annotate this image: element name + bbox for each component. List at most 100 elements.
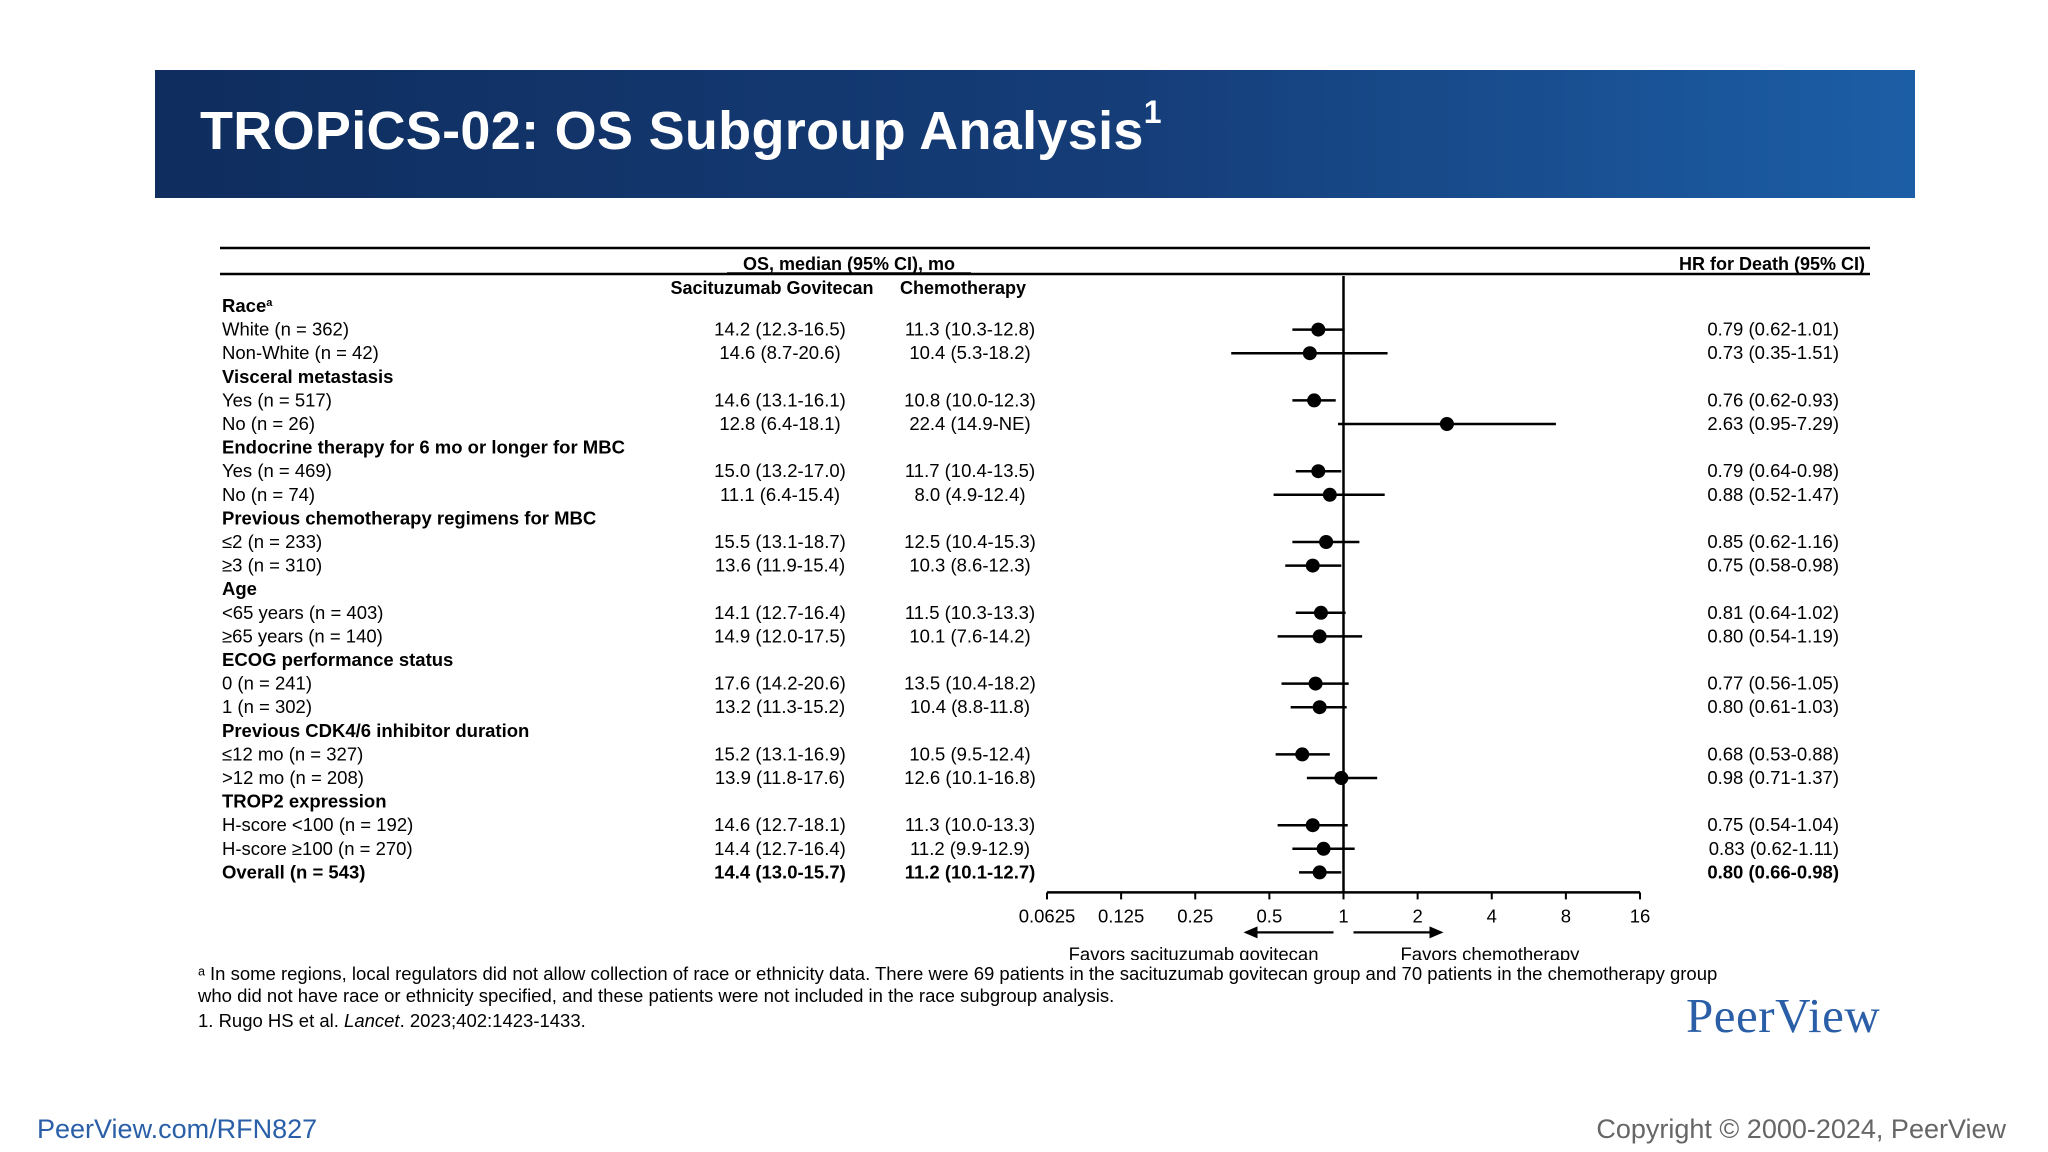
reference-journal: Lancet: [344, 1010, 400, 1031]
hr-point: [1313, 605, 1328, 620]
hr-cell: 2.63 (0.95-7.29): [1707, 413, 1839, 434]
hr-point: [1308, 676, 1323, 691]
title-banner: TROPiCS-02: OS Subgroup Analysis1: [155, 70, 1915, 198]
subgroup-label: H-score ≥100 (n = 270): [222, 838, 413, 859]
chemo-median-cell: 11.5 (10.3-13.3): [905, 602, 1035, 623]
subgroup-label: White (n = 362): [222, 319, 349, 340]
sg-median-cell: 14.6 (12.7-18.1): [714, 814, 846, 835]
reference: 1. Rugo HS et al. Lancet. 2023;402:1423-…: [198, 1010, 586, 1032]
chemo-median-cell: 10.3 (8.6-12.3): [909, 555, 1030, 576]
x-tick-label: 1: [1338, 905, 1348, 926]
hr-point: [1295, 747, 1310, 762]
subgroup-label: 1 (n = 302): [222, 696, 312, 717]
hr-point: [1312, 865, 1327, 880]
hr-point: [1305, 818, 1320, 833]
chemo-median-cell: 10.5 (9.5-12.4): [909, 743, 1030, 764]
chemo-median-cell: 11.2 (10.1-12.7): [905, 861, 1036, 882]
hr-cell: 0.68 (0.53-0.88): [1707, 743, 1839, 764]
group-label: Previous chemotherapy regimens for MBC: [222, 507, 596, 528]
subgroup-label: Yes (n = 469): [222, 460, 332, 481]
subgroup-label: <65 years (n = 403): [222, 602, 383, 623]
subgroup-label: Non-White (n = 42): [222, 342, 379, 363]
chemo-median-cell: 12.5 (10.4-15.3): [904, 531, 1036, 552]
chemo-median-cell: 11.3 (10.3-12.8): [905, 319, 1035, 340]
hr-point: [1312, 700, 1327, 715]
subgroup-label: H-score <100 (n = 192): [222, 814, 413, 835]
chemo-median-cell: 13.5 (10.4-18.2): [904, 673, 1036, 694]
subgroup-label: ≥65 years (n = 140): [222, 625, 383, 646]
hr-point: [1307, 393, 1322, 408]
os-median-header: OS, median (95% CI), mo: [743, 254, 955, 274]
chemo-median-cell: 10.4 (8.8-11.8): [910, 696, 1030, 717]
sg-median-cell: 13.6 (11.9-15.4): [715, 555, 845, 576]
footnote-line-2: who did not have race or ethnicity speci…: [198, 985, 1115, 1006]
hr-cell: 0.83 (0.62-1.11): [1709, 838, 1839, 859]
chemo-median-cell: 11.7 (10.4-13.5): [905, 460, 1035, 481]
chemo-median-cell: 10.4 (5.3-18.2): [909, 342, 1030, 363]
hr-point: [1439, 417, 1454, 431]
subgroup-label: ≥3 (n = 310): [222, 555, 322, 576]
hr-point: [1319, 535, 1334, 549]
hr-cell: 0.79 (0.62-1.01): [1707, 319, 1839, 340]
subgroup-label: ≤12 mo (n = 327): [222, 743, 363, 764]
reference-citation: . 2023;402:1423-1433.: [399, 1010, 586, 1031]
chemo-median-cell: 10.1 (7.6-14.2): [909, 625, 1030, 646]
forest-rows: Racea White (n = 362) 14.2 (12.3-16.5) 11.3…: [222, 295, 1839, 882]
favors-right-label: Favors chemotherapy: [1401, 943, 1581, 960]
sg-median-cell: 15.0 (13.2-17.0): [714, 460, 846, 481]
hr-cell: 0.76 (0.62-0.93): [1707, 389, 1839, 410]
group-label: Previous CDK4/6 inhibitor duration: [222, 720, 529, 741]
subgroup-label: Overall (n = 543): [222, 861, 365, 882]
x-tick-label: 8: [1561, 905, 1571, 926]
group-label: ECOG performance status: [222, 649, 453, 670]
group-label: Endocrine therapy for 6 mo or longer for…: [222, 437, 625, 458]
sg-median-cell: 17.6 (14.2-20.6): [714, 673, 846, 694]
hr-cell: 0.77 (0.56-1.05): [1707, 673, 1839, 694]
hr-cell: 0.80 (0.61-1.03): [1707, 696, 1839, 717]
hr-point: [1302, 346, 1317, 361]
slide-title-text: TROPiCS-02: OS Subgroup Analysis: [200, 101, 1144, 161]
title-superscript: 1: [1143, 94, 1162, 130]
subgroup-label: >12 mo (n = 208): [222, 767, 364, 788]
x-tick-label: 0.125: [1098, 905, 1144, 926]
chemo-median-cell: 11.3 (10.0-13.3): [905, 814, 1035, 835]
sg-median-cell: 14.4 (13.0-15.7): [714, 861, 846, 882]
group-label: Racea: [222, 295, 273, 316]
sg-median-cell: 14.9 (12.0-17.5): [714, 625, 846, 646]
hr-cell: 0.98 (0.71-1.37): [1707, 767, 1839, 788]
sg-median-cell: 14.6 (13.1-16.1): [714, 389, 846, 410]
sg-median-cell: 12.8 (6.4-18.1): [719, 413, 840, 434]
hr-cell: 0.80 (0.54-1.19): [1707, 625, 1839, 646]
sg-median-cell: 15.2 (13.1-16.9): [714, 743, 846, 764]
x-tick-label: 16: [1630, 905, 1651, 926]
subgroup-label: No (n = 26): [222, 413, 315, 434]
x-tick-label: 4: [1487, 905, 1497, 926]
x-tick-label: 0.25: [1177, 905, 1213, 926]
x-tick-label: 0.0625: [1019, 905, 1076, 926]
x-axis: 0.0625 0.125 0.25 0.5 1 2 4 8 16 Favors sacituzum…: [1019, 276, 1651, 960]
forest-plot: OS, median (95% CI), mo HR for Death (95…: [220, 246, 1870, 960]
subgroup-label: ≤2 (n = 233): [222, 531, 322, 552]
hr-cell: 0.81 (0.64-1.02): [1707, 602, 1839, 623]
program-url-link[interactable]: PeerView.com/RFN827: [37, 1114, 318, 1144]
favors-left-label: Favors sacituzumab govitecan: [1069, 943, 1319, 960]
group-label: Visceral metastasis: [222, 366, 393, 387]
chemo-median-cell: 10.8 (10.0-12.3): [904, 389, 1036, 410]
sg-median-cell: 14.2 (12.3-16.5): [714, 319, 846, 340]
subgroup-label: No (n = 74): [222, 484, 315, 505]
hr-point: [1322, 487, 1337, 502]
subgroup-label: Yes (n = 517): [222, 389, 332, 410]
hr-cell: 0.88 (0.52-1.47): [1707, 484, 1839, 505]
x-tick-label: 2: [1412, 905, 1422, 926]
slide-title: TROPiCS-02: OS Subgroup Analysis1: [200, 94, 1162, 162]
sg-median-cell: 15.5 (13.1-18.7): [714, 531, 846, 552]
chemo-median-cell: 22.4 (14.9-NE): [909, 413, 1030, 434]
hr-point: [1311, 322, 1326, 337]
hr-cell: 0.85 (0.62-1.16): [1707, 531, 1839, 552]
hr-point: [1316, 841, 1331, 856]
chemo-median-cell: 12.6 (10.1-16.8): [904, 767, 1036, 788]
group-label-superscript: a: [266, 297, 273, 309]
chemo-median-cell: 11.2 (9.9-12.9): [910, 838, 1030, 859]
subgroup-label: 0 (n = 241): [222, 673, 312, 694]
sg-median-cell: 14.4 (12.7-16.4): [714, 838, 846, 859]
